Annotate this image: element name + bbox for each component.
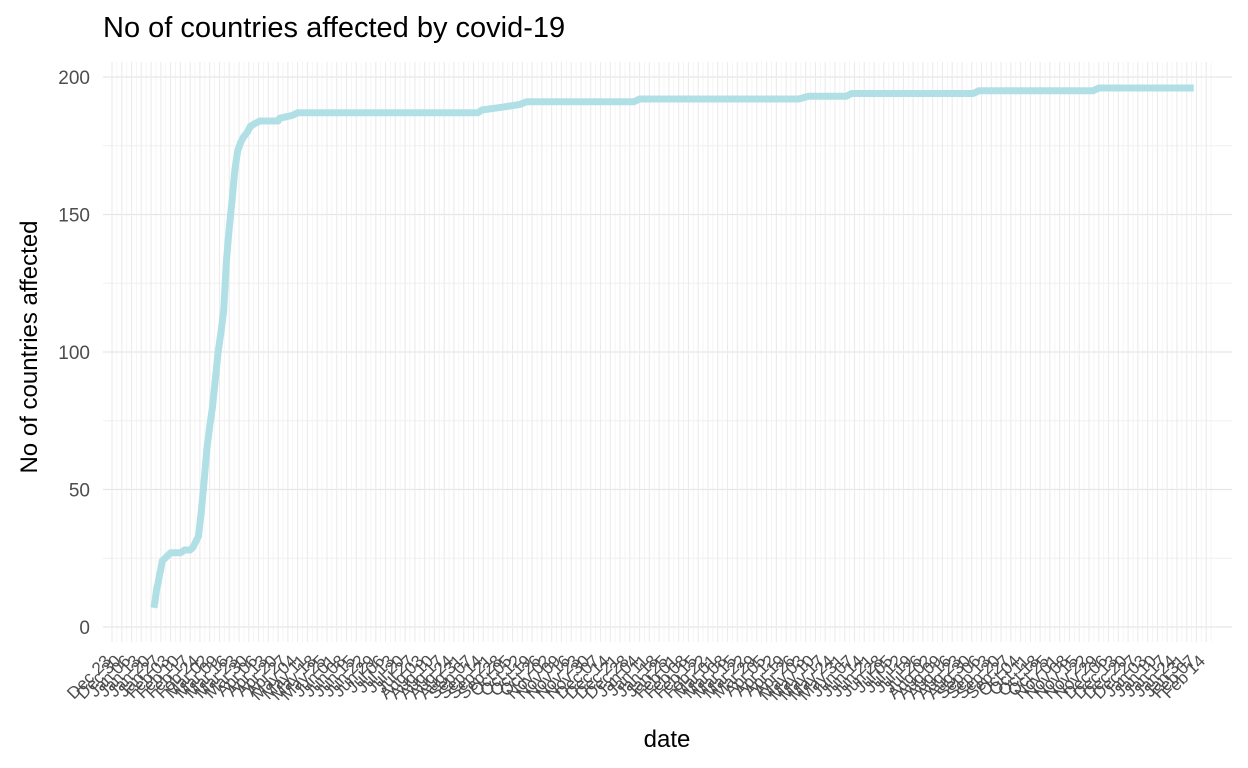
series-line bbox=[150, 84, 1194, 609]
grid-major-lines bbox=[103, 62, 1232, 642]
y-tick-label: 150 bbox=[58, 206, 90, 227]
x-axis-label: date bbox=[643, 726, 691, 753]
series-group bbox=[150, 84, 1194, 609]
chart-title: No of countries affected by covid-19 bbox=[103, 12, 566, 44]
y-axis-label: No of countries affected bbox=[16, 220, 43, 474]
y-tick-label: 100 bbox=[58, 343, 90, 364]
y-axis-ticks: 0 50 100 150 200 bbox=[58, 68, 90, 639]
y-tick-label: 200 bbox=[58, 68, 90, 89]
y-tick-label: 0 bbox=[79, 618, 90, 639]
y-tick-label: 50 bbox=[69, 481, 90, 502]
